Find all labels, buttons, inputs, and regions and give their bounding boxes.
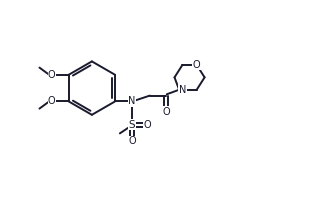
Text: O: O <box>48 70 56 80</box>
Text: O: O <box>162 107 170 117</box>
Text: N: N <box>179 85 186 95</box>
Text: O: O <box>48 97 56 106</box>
Text: O: O <box>193 60 200 70</box>
Text: N: N <box>128 97 136 106</box>
Text: S: S <box>129 120 135 130</box>
Text: O: O <box>144 120 151 130</box>
Text: O: O <box>128 136 136 146</box>
